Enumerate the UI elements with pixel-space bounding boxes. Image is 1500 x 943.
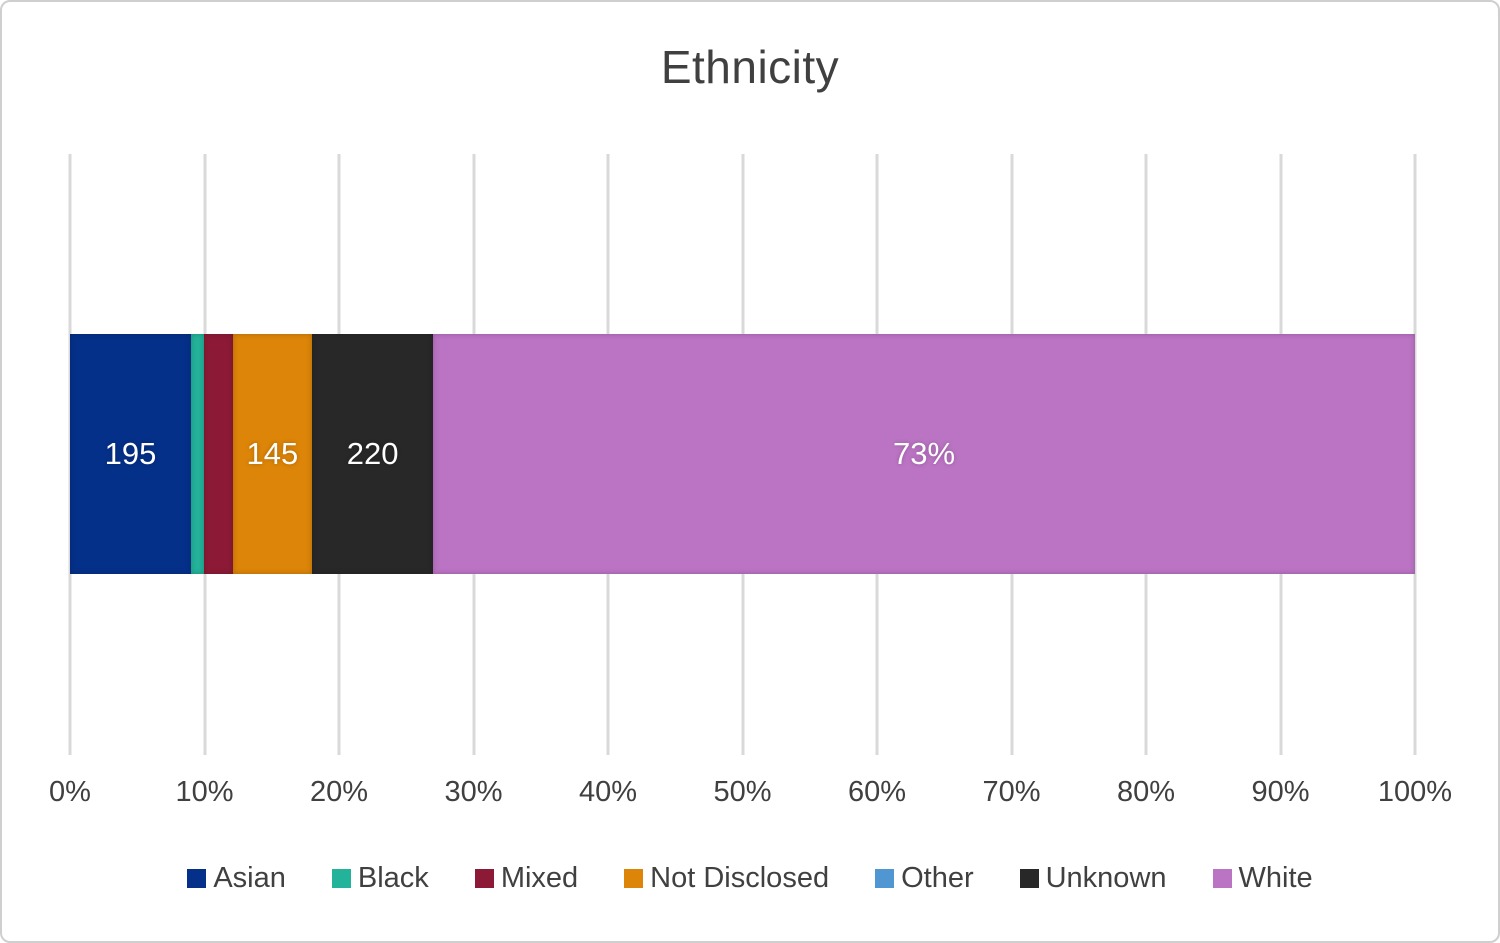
data-label-not-disclosed: 145 [246,436,299,471]
data-label-white: 73% [893,436,956,471]
axis-tick-90%: 90% [1251,776,1310,808]
legend-item-black[interactable]: Black [331,862,429,895]
legend-swatch-icon-not-disclosed [624,869,644,888]
bar-segment-white[interactable]: 73% [433,334,1415,574]
legend-swatch-icon-unknown [1019,869,1039,888]
bar-segment-not-disclosed[interactable]: 145 [232,334,313,574]
bar-segment-mixed[interactable] [204,334,233,574]
axis-tick-50%: 50% [713,776,772,808]
legend-item-mixed[interactable]: Mixed [474,862,579,895]
legend-swatch-icon-black [331,869,351,888]
legend-swatch-icon-asian [187,869,207,888]
axis-tick-40%: 40% [578,776,638,808]
chart-title: Ethnicity [660,41,840,93]
legend-label-white: White [1238,862,1313,894]
legend-item-unknown[interactable]: Unknown [1019,862,1167,895]
legend-item-asian[interactable]: Asian [187,862,286,895]
legend-label-unknown: Unknown [1045,862,1167,894]
stacked-bar: 195 145 220 73% [70,334,1415,574]
bar-segment-unknown[interactable]: 220 [312,334,434,574]
axis-tick-100%: 100% [1377,776,1453,808]
axis-tick-20%: 20% [309,776,369,808]
legend-item-other[interactable]: Other [875,862,974,895]
axis-tick-0%: 0% [49,776,91,808]
axis-tick-70%: 70% [982,776,1041,808]
legend-label-black: Black [357,862,429,894]
legend-swatch-icon-mixed [474,869,494,888]
legend-label-other: Other [901,862,974,894]
legend-label-asian: Asian [213,862,286,894]
legend-item-white[interactable]: White [1212,862,1313,895]
bar-segment-black[interactable] [191,334,205,574]
bar-segment-asian[interactable]: 195 [70,334,192,574]
legend-swatch-icon-other [875,869,895,888]
legend-label-mixed: Mixed [500,862,579,894]
legend-item-not-disclosed[interactable]: Not Disclosed [624,862,829,895]
axis-tick-30%: 30% [444,776,503,808]
x-axis: 0% 10% 20% 30% 40% 50% 60% 70% 80% 90% 100% [49,776,1452,816]
data-label-asian: 195 [104,436,157,471]
plot-area: 195 145 220 73% [68,154,1417,755]
axis-tick-80%: 80% [1116,776,1176,808]
data-label-unknown: 220 [346,436,399,471]
legend-label-not-disclosed: Not Disclosed [650,862,830,894]
axis-tick-60%: 60% [847,776,907,808]
gridline-100% [1413,154,1417,755]
axis-tick-10%: 10% [175,776,234,808]
legend-swatch-icon-white [1212,869,1232,888]
legend: Asian Black Mixed Not Disclosed Other Unknown… [2,862,1498,895]
